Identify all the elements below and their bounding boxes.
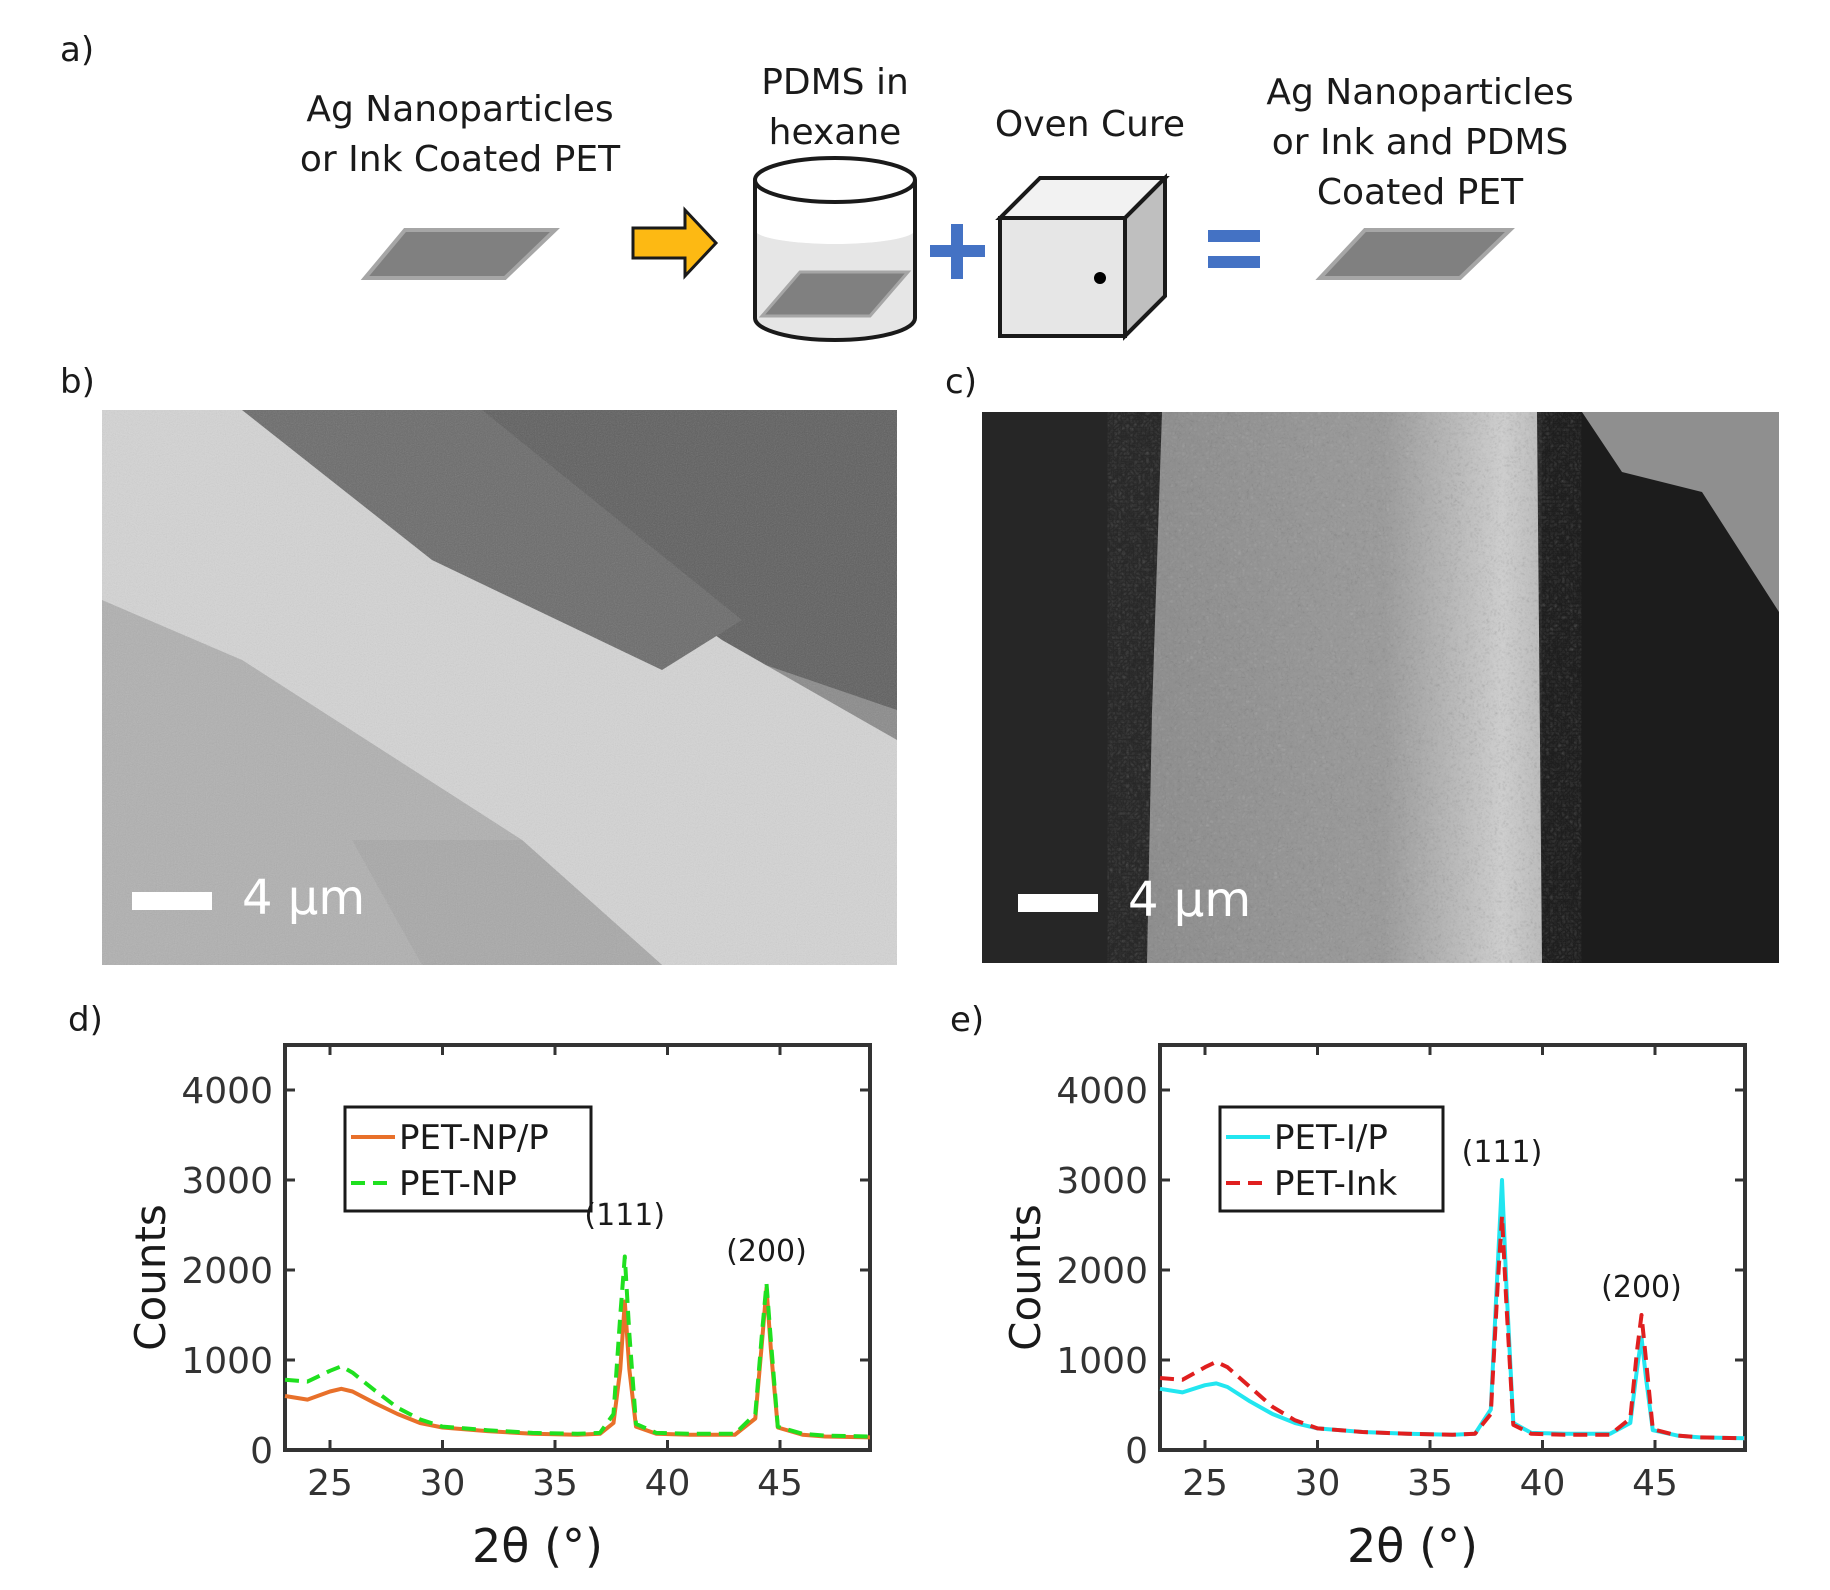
scale-bar-c xyxy=(1018,894,1098,912)
y-tick-label: 4000 xyxy=(1056,1071,1148,1112)
scale-label-b: 4 µm xyxy=(242,870,366,926)
step2-caption: PDMS in hexane xyxy=(761,62,909,153)
x-tick-label: 30 xyxy=(420,1463,466,1504)
x-tick-label: 25 xyxy=(307,1463,353,1504)
step1-caption: Ag Nanoparticles or Ink Coated PET xyxy=(299,89,621,180)
panel-label-a: a) xyxy=(60,30,95,70)
plus-icon xyxy=(930,224,985,279)
legend-entry: PET-I/P xyxy=(1274,1118,1388,1158)
x-tick-label: 35 xyxy=(1407,1463,1453,1504)
x-axis-label: 2θ (°) xyxy=(1347,1519,1478,1573)
peak-annotation: (200) xyxy=(726,1234,807,1269)
panel-label-c: c) xyxy=(945,362,977,402)
x-tick-label: 45 xyxy=(1632,1463,1678,1504)
series-line-pet-np xyxy=(284,1254,871,1439)
pdms-coated-pet-substrate xyxy=(1315,228,1515,280)
series-line-pet-np-p xyxy=(284,1286,871,1440)
step3-caption: Oven Cure xyxy=(994,104,1186,145)
plot-frame xyxy=(1158,1043,1747,1452)
legend-box xyxy=(1218,1105,1445,1213)
panel-label-e: e) xyxy=(950,1000,985,1040)
step4-caption: Ag Nanoparticles or Ink and PDMS Coated … xyxy=(1266,72,1574,213)
y-tick-label: 4000 xyxy=(181,1071,273,1112)
peak-annotation: (111) xyxy=(1462,1135,1543,1170)
plot-frame xyxy=(283,1043,872,1452)
x-tick-label: 35 xyxy=(532,1463,578,1504)
legend-entry: PET-NP xyxy=(399,1164,517,1204)
x-tick-label: 45 xyxy=(757,1463,803,1504)
y-tick-label: 3000 xyxy=(1056,1161,1148,1202)
panel-label-b: b) xyxy=(60,362,95,402)
scale-label-c: 4 µm xyxy=(1128,872,1252,928)
y-tick-label: 1000 xyxy=(1056,1341,1148,1382)
peak-annotation: (200) xyxy=(1601,1270,1682,1305)
legend-entry: PET-Ink xyxy=(1274,1164,1397,1204)
y-tick-label: 2000 xyxy=(1056,1251,1148,1292)
equals-icon xyxy=(1208,230,1260,268)
process-arrow-icon xyxy=(631,206,719,280)
y-tick-label: 2000 xyxy=(181,1251,273,1292)
peak-annotation: (111) xyxy=(584,1198,665,1233)
legend-box xyxy=(343,1105,593,1213)
x-tick-label: 40 xyxy=(1520,1463,1566,1504)
coated-pet-substrate xyxy=(360,228,560,280)
x-axis-label: 2θ (°) xyxy=(472,1519,603,1573)
sem-image-b: 4 µm xyxy=(102,410,897,965)
schematic-graphics xyxy=(360,156,1515,342)
scale-bar-b xyxy=(132,892,212,910)
y-axis-label: Counts xyxy=(1001,1204,1050,1351)
y-tick-label: 1000 xyxy=(181,1341,273,1382)
series-line-pet-i-p xyxy=(1159,1178,1746,1441)
y-axis-label: Counts xyxy=(126,1204,175,1351)
oven-icon xyxy=(995,173,1170,341)
y-tick-label: 0 xyxy=(250,1431,273,1472)
x-tick-label: 40 xyxy=(645,1463,691,1504)
x-tick-label: 25 xyxy=(1182,1463,1228,1504)
panel-label-d: d) xyxy=(68,1000,103,1040)
y-tick-label: 3000 xyxy=(181,1161,273,1202)
series-line-pet-ink xyxy=(1159,1214,1746,1441)
beaker-icon xyxy=(753,156,917,342)
xrd-chart-d: 25 30 35 40 45 0 1000 2000 3000 4000 2θ (°) Counts P… xyxy=(126,1043,872,1573)
xrd-chart-e: 25 30 35 40 45 0 1000 2000 3000 4000 2θ (°) Counts P… xyxy=(1001,1043,1747,1573)
sem-image-c: 4 µm xyxy=(982,412,1779,963)
y-tick-label: 0 xyxy=(1125,1431,1148,1472)
x-tick-label: 30 xyxy=(1295,1463,1341,1504)
legend-entry: PET-NP/P xyxy=(399,1118,549,1158)
